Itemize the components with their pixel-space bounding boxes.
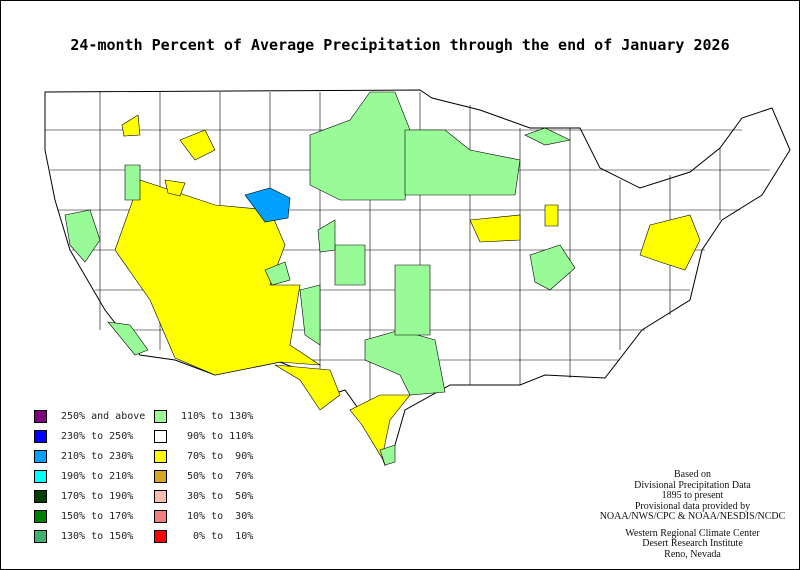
legend-swatch (154, 409, 167, 423)
legend-swatch (154, 449, 167, 463)
legend-label: 230% to 250% (61, 430, 134, 442)
legend-swatch (34, 449, 47, 463)
legend-swatch (34, 469, 47, 483)
legend-label: 170% to 190% (61, 490, 134, 502)
legend-item: 70% to 90% (154, 449, 253, 463)
region-210-230 (244, 187, 291, 223)
legend-item: 110% to 130% (154, 409, 253, 423)
credit-line: NOAA/NWS/CPC & NOAA/NESDIS/NCDC (599, 511, 786, 522)
legend-swatch (154, 469, 167, 483)
legend-label: 130% to 150% (61, 530, 134, 542)
legend-label: 150% to 170% (61, 510, 134, 522)
legend-label: 0% to 10% (181, 530, 254, 542)
legend-swatch (34, 509, 47, 523)
legend-label: 10% to 30% (181, 510, 254, 522)
legend-item: 170% to 190% (34, 489, 133, 503)
legend-item: 150% to 170% (34, 509, 133, 523)
legend-swatch (34, 409, 47, 423)
legend-label: 110% to 130% (181, 410, 254, 422)
legend-swatch (154, 529, 167, 543)
map-title: 24-month Percent of Average Precipitatio… (70, 36, 730, 54)
credit-line: Divisional Precipitation Data (634, 479, 751, 491)
legend-swatch (34, 429, 47, 443)
legend-swatch (154, 509, 167, 523)
legend-label: 70% to 90% (181, 450, 254, 462)
credit-line: Desert Research Institute (642, 538, 743, 549)
legend-item: 90% to 110% (154, 429, 253, 443)
legend-item: 30% to 50% (154, 489, 253, 503)
legend-label: 50% to 70% (181, 470, 254, 482)
legend-label: 30% to 50% (181, 490, 254, 502)
legend-label: 210% to 230% (61, 450, 134, 462)
legend-item: 250% and above (34, 409, 145, 423)
legend-item: 230% to 250% (34, 429, 133, 443)
credit-line: Provisional data provided by (634, 500, 751, 512)
region-70-90 (114, 114, 701, 459)
legend-swatch (154, 429, 167, 443)
credits: Based on Divisional Precipitation Data 189… (590, 469, 795, 560)
legend-swatch (34, 489, 47, 503)
credit-line: Western Regional Climate Center (625, 527, 760, 539)
legend-swatch (154, 489, 167, 503)
credit-line: Reno, Nevada (664, 548, 721, 560)
credit-line: Based on (674, 469, 711, 480)
credit-line: 1895 to present (661, 490, 724, 501)
legend-swatch (34, 529, 47, 543)
legend-label: 250% and above (61, 410, 146, 422)
legend-item: 210% to 230% (34, 449, 133, 463)
region-110-130 (64, 91, 576, 466)
legend-item: 0% to 10% (154, 529, 253, 543)
legend-item: 50% to 70% (154, 469, 253, 483)
legend-item: 190% to 210% (34, 469, 133, 483)
legend-item: 10% to 30% (154, 509, 253, 523)
legend-label: 190% to 210% (61, 470, 134, 482)
legend-label: 90% to 110% (181, 430, 254, 442)
legend-item: 130% to 150% (34, 529, 133, 543)
